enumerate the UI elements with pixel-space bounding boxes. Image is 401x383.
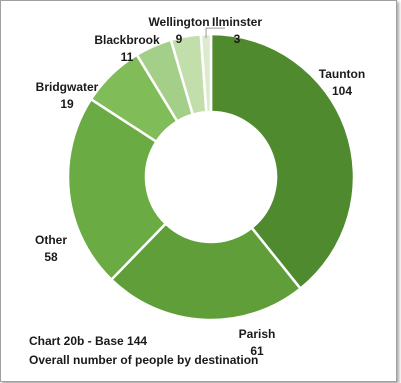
slice-value-parish: 61 — [250, 344, 264, 358]
chart-caption-title: Overall number of people by destination — [29, 353, 259, 367]
slice-label-blackbrook: Blackbrook — [94, 33, 160, 47]
slice-label-taunton: Taunton — [319, 67, 365, 81]
slice-value-taunton: 104 — [332, 84, 352, 98]
slice-other — [66, 97, 168, 282]
slice-value-blackbrook: 11 — [121, 50, 134, 64]
slice-value-bridgwater: 19 — [60, 97, 74, 111]
slice-label-ilminster: Ilminster — [212, 15, 262, 29]
slice-ilminster — [199, 32, 213, 114]
slice-label-other: Other — [35, 233, 67, 247]
slice-value-other: 58 — [44, 250, 58, 264]
slice-taunton — [209, 32, 356, 291]
chart-caption-base: Chart 20b - Base 144 — [29, 334, 148, 348]
leader-line-ilminster — [205, 27, 225, 39]
slice-parish — [109, 221, 303, 322]
slice-label-bridgwater: Bridgwater — [36, 80, 99, 94]
slice-label-wellington: Wellington — [148, 15, 209, 29]
slice-value-wellington: 9 — [176, 32, 183, 46]
slice-value-ilminster: 3 — [234, 32, 241, 46]
slice-label-parish: Parish — [239, 327, 276, 341]
